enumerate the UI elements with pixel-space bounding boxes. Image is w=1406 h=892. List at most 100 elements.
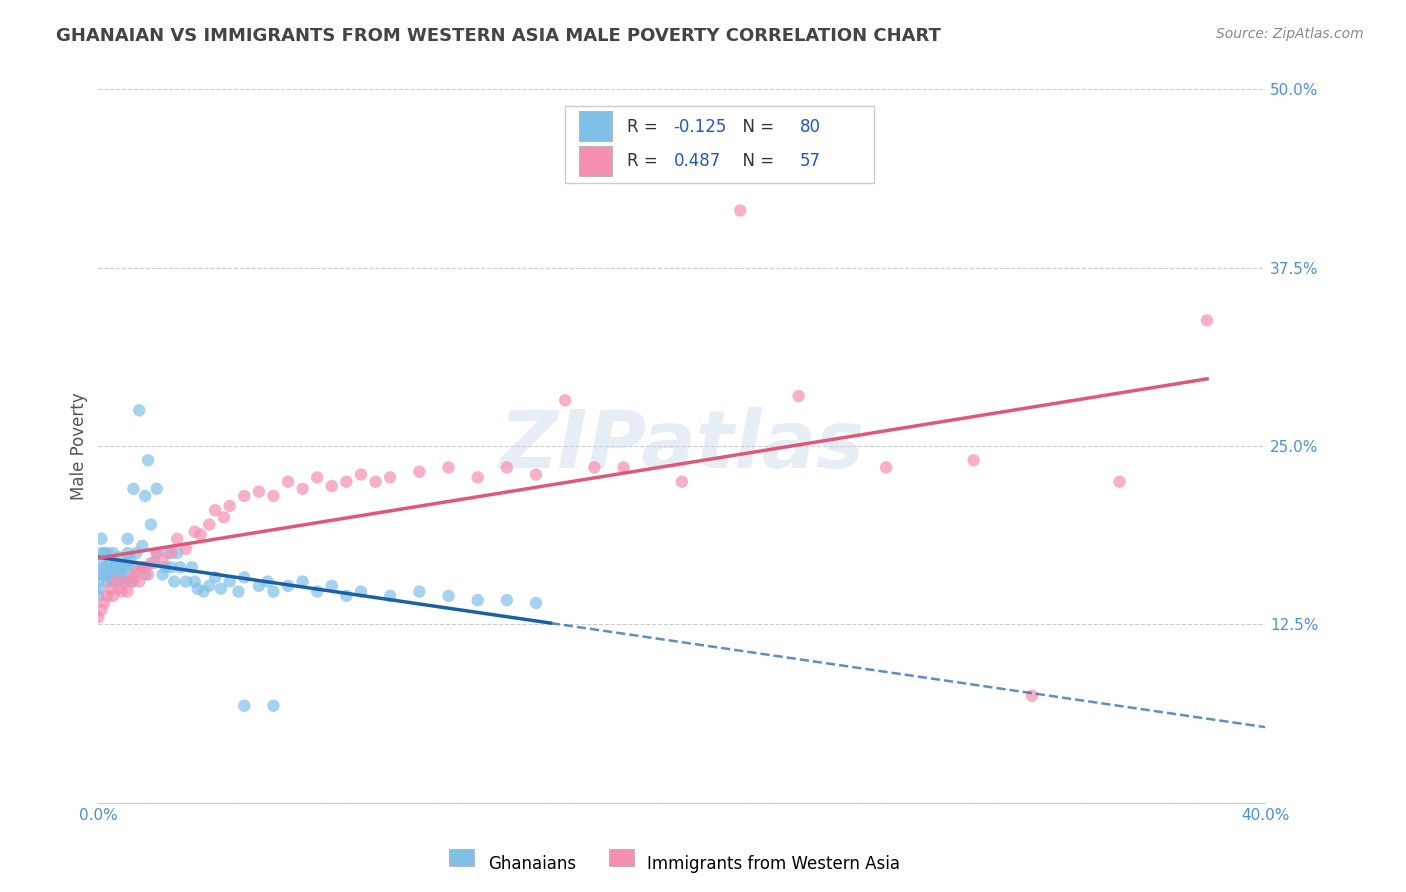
Point	[122, 570, 145, 584]
Point	[101, 574, 124, 589]
Point	[125, 546, 148, 560]
Point	[467, 470, 489, 484]
Point	[364, 475, 387, 489]
Point	[96, 574, 118, 589]
Point	[155, 560, 177, 574]
Text: 57: 57	[800, 153, 821, 170]
Text: N =: N =	[733, 153, 779, 170]
Point	[228, 584, 250, 599]
Point	[111, 560, 134, 574]
Point	[437, 460, 460, 475]
Point	[117, 546, 139, 560]
Point	[233, 570, 256, 584]
Point	[146, 546, 169, 560]
Point	[136, 567, 159, 582]
Point	[90, 546, 112, 560]
Point	[146, 546, 169, 560]
Point	[134, 489, 156, 503]
Point	[98, 570, 121, 584]
Point	[193, 584, 215, 599]
Point	[101, 560, 124, 574]
Point	[1108, 475, 1130, 489]
Point	[612, 460, 634, 475]
Point	[262, 584, 284, 599]
Point	[96, 546, 118, 560]
Point	[122, 482, 145, 496]
Point	[131, 539, 153, 553]
Point	[204, 570, 226, 584]
Point	[335, 589, 357, 603]
Point	[134, 560, 156, 574]
Point	[96, 589, 118, 603]
Point	[114, 574, 136, 589]
Point	[111, 570, 134, 584]
Point	[87, 582, 110, 596]
Point	[98, 556, 121, 570]
Point	[160, 546, 183, 560]
Point	[408, 465, 430, 479]
Point	[583, 460, 606, 475]
Y-axis label: Male Poverty: Male Poverty	[70, 392, 89, 500]
Point	[136, 453, 159, 467]
Point	[256, 574, 278, 589]
Point	[131, 560, 153, 574]
Point	[467, 593, 489, 607]
Point	[111, 584, 134, 599]
Point	[93, 596, 115, 610]
FancyBboxPatch shape	[579, 111, 612, 141]
Point	[125, 560, 148, 574]
Point	[247, 484, 270, 499]
Point	[307, 584, 329, 599]
Point	[1195, 313, 1218, 327]
Point	[90, 603, 112, 617]
Point	[671, 475, 693, 489]
Point	[108, 550, 131, 565]
Point	[160, 560, 183, 574]
Point	[104, 574, 127, 589]
Point	[262, 698, 284, 713]
Point	[350, 584, 373, 599]
Point	[114, 560, 136, 574]
Point	[291, 482, 314, 496]
Point	[247, 579, 270, 593]
Point	[122, 574, 145, 589]
Point	[125, 565, 148, 579]
Point	[101, 589, 124, 603]
Point	[96, 565, 118, 579]
Point	[218, 574, 240, 589]
Point	[496, 593, 519, 607]
Text: 0.487: 0.487	[673, 153, 721, 170]
Point	[962, 453, 984, 467]
Point	[408, 584, 430, 599]
Point	[128, 403, 150, 417]
Point	[117, 584, 139, 599]
Point	[554, 393, 576, 408]
Text: -0.125: -0.125	[673, 118, 727, 136]
Point	[120, 574, 142, 589]
Point	[87, 610, 110, 624]
Point	[120, 553, 142, 567]
Point	[180, 560, 202, 574]
Point	[117, 532, 139, 546]
Point	[101, 546, 124, 560]
Text: GHANAIAN VS IMMIGRANTS FROM WESTERN ASIA MALE POVERTY CORRELATION CHART: GHANAIAN VS IMMIGRANTS FROM WESTERN ASIA…	[56, 27, 941, 45]
Point	[134, 567, 156, 582]
Point	[321, 579, 343, 593]
Point	[787, 389, 810, 403]
Point	[93, 567, 115, 582]
Point	[496, 460, 519, 475]
Point	[120, 567, 142, 582]
Point	[93, 560, 115, 574]
Point	[108, 565, 131, 579]
FancyBboxPatch shape	[565, 106, 875, 184]
Point	[524, 467, 547, 482]
Point	[198, 579, 221, 593]
Text: R =: R =	[627, 153, 664, 170]
Point	[233, 698, 256, 713]
Point	[277, 475, 299, 489]
Text: N =: N =	[733, 118, 779, 136]
Legend: Ghanaians, Immigrants from Western Asia: Ghanaians, Immigrants from Western Asia	[443, 847, 907, 880]
Point	[380, 589, 402, 603]
Point	[108, 582, 131, 596]
Point	[166, 532, 188, 546]
